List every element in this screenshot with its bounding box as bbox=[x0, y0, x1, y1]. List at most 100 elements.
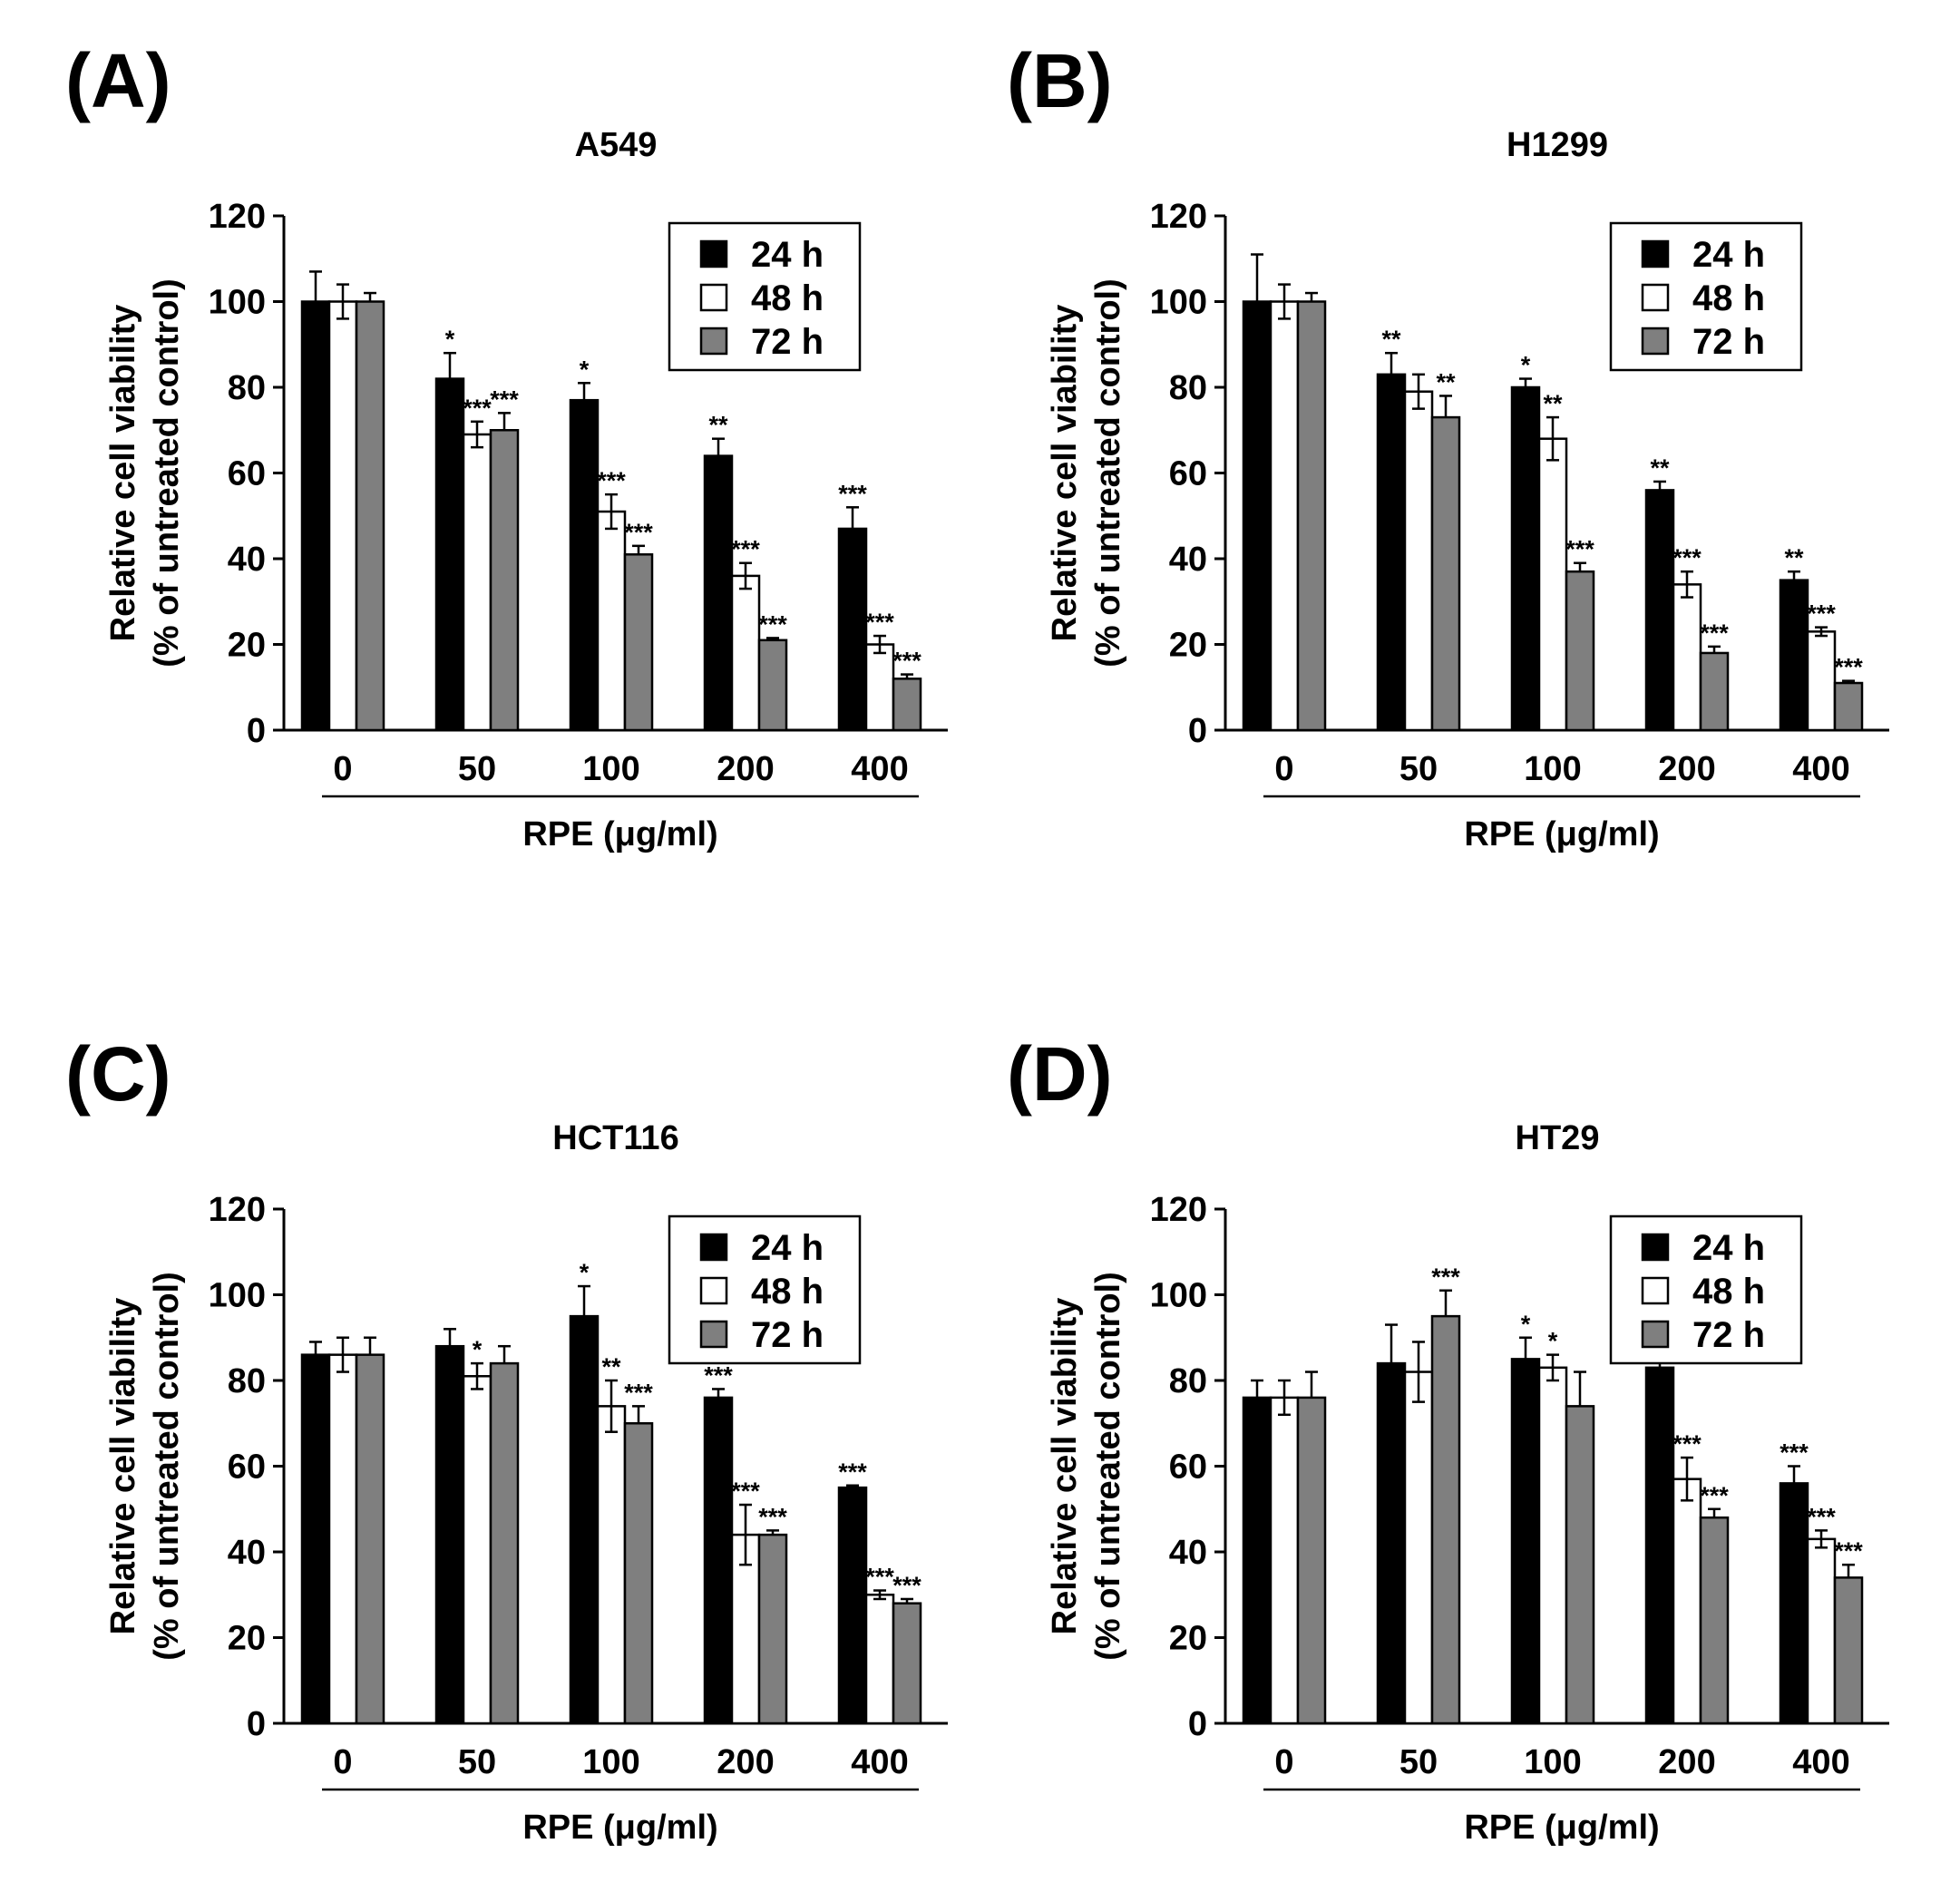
legend-label: 24 h bbox=[751, 235, 824, 275]
bar bbox=[1644, 1366, 1675, 1725]
bar bbox=[462, 1375, 492, 1725]
x-tick-label: 50 bbox=[1399, 1743, 1438, 1781]
x-tick-label: 50 bbox=[458, 1743, 496, 1781]
significance-label: * bbox=[580, 1259, 590, 1286]
y-axis-label-line1: Relative cell viability bbox=[104, 305, 142, 642]
significance-label: *** bbox=[704, 1361, 733, 1389]
significance-label: *** bbox=[624, 519, 653, 546]
y-tick-label: 120 bbox=[1150, 1191, 1207, 1229]
bar bbox=[837, 1486, 868, 1725]
significance-label: ** bbox=[1436, 368, 1456, 395]
y-tick-label: 60 bbox=[228, 1448, 266, 1487]
legend-label: 48 h bbox=[1692, 1272, 1765, 1312]
y-tick-label: 20 bbox=[228, 1620, 266, 1658]
bar bbox=[864, 643, 895, 732]
y-tick-label: 80 bbox=[228, 1362, 266, 1400]
legend-swatch bbox=[1641, 283, 1670, 312]
bar bbox=[327, 1353, 358, 1725]
bar bbox=[1430, 1314, 1461, 1725]
bar bbox=[703, 454, 734, 732]
legend-swatch bbox=[699, 1276, 728, 1305]
bar bbox=[327, 300, 358, 732]
y-tick-label: 120 bbox=[209, 198, 266, 236]
panel-letter: (C) bbox=[65, 1031, 171, 1117]
significance-label: *** bbox=[1672, 1430, 1702, 1458]
legend-label: 24 h bbox=[751, 1228, 824, 1268]
legend: 24 h48 h72 h bbox=[668, 221, 862, 372]
significance-label: * bbox=[580, 356, 590, 383]
y-tick-label: 0 bbox=[1188, 712, 1207, 750]
significance-label: *** bbox=[1672, 544, 1702, 571]
x-tick-label: 200 bbox=[1658, 750, 1715, 788]
bar bbox=[1430, 415, 1461, 732]
bar bbox=[434, 1344, 465, 1725]
y-tick-label: 60 bbox=[228, 455, 266, 493]
panel-letter: (D) bbox=[1007, 1031, 1113, 1117]
x-axis-label: RPE (μg/ml) bbox=[1464, 815, 1659, 853]
legend-label: 72 h bbox=[751, 322, 824, 362]
legend-swatch bbox=[1641, 239, 1670, 268]
chart-panel-2: (C) HCT116 0 20 40 60 80 100 120 Relative cell vi… bbox=[65, 1031, 948, 1847]
bar bbox=[837, 527, 868, 732]
significance-label: *** bbox=[731, 1478, 760, 1505]
bar bbox=[1644, 489, 1675, 732]
legend-swatch bbox=[699, 239, 728, 268]
x-tick-label: 0 bbox=[1274, 1743, 1293, 1781]
chart-title: HT29 bbox=[1516, 1119, 1600, 1157]
y-tick-label: 100 bbox=[1150, 284, 1207, 322]
x-tick-label: 400 bbox=[1792, 750, 1849, 788]
legend-label: 72 h bbox=[1692, 1315, 1765, 1355]
bar bbox=[1537, 437, 1568, 732]
significance-label: *** bbox=[892, 1572, 921, 1599]
legend-swatch bbox=[1641, 1233, 1670, 1262]
x-tick-label: 50 bbox=[458, 750, 496, 788]
significance-label: *** bbox=[1780, 1439, 1809, 1467]
x-tick-label: 100 bbox=[582, 750, 639, 788]
bar bbox=[1269, 1396, 1300, 1725]
legend: 24 h48 h72 h bbox=[1609, 221, 1803, 372]
x-tick-label: 200 bbox=[717, 750, 774, 788]
y-axis-label-line2: (% of untreated control) bbox=[148, 1272, 186, 1661]
bar bbox=[1779, 579, 1809, 732]
x-tick-label: 100 bbox=[1524, 750, 1581, 788]
chart-title: HCT116 bbox=[552, 1119, 678, 1157]
y-tick-label: 20 bbox=[1169, 627, 1207, 665]
x-tick-label: 400 bbox=[851, 1743, 908, 1781]
x-tick-label: 50 bbox=[1399, 750, 1438, 788]
chart-panel-3: (D) HT29 0 20 40 60 80 100 120 Relative cell viab… bbox=[1007, 1031, 1889, 1847]
bar bbox=[757, 639, 788, 732]
bar bbox=[757, 1533, 788, 1725]
x-tick-label: 0 bbox=[1274, 750, 1293, 788]
legend-swatch bbox=[1641, 1320, 1670, 1349]
significance-label: *** bbox=[1807, 600, 1836, 628]
significance-label: *** bbox=[1834, 1537, 1863, 1565]
legend-label: 72 h bbox=[1692, 322, 1765, 362]
bar bbox=[489, 429, 520, 732]
x-tick-label: 400 bbox=[1792, 1743, 1849, 1781]
bar bbox=[1565, 570, 1595, 732]
legend-swatch bbox=[699, 283, 728, 312]
x-tick-label: 0 bbox=[333, 1743, 352, 1781]
x-axis-label: RPE (μg/ml) bbox=[1464, 1809, 1659, 1847]
bar bbox=[1699, 651, 1730, 732]
bar bbox=[1403, 1370, 1434, 1725]
bar bbox=[1269, 300, 1300, 732]
bar bbox=[1806, 1537, 1837, 1725]
significance-label: *** bbox=[838, 480, 867, 507]
bar bbox=[703, 1396, 734, 1725]
chart-panel-1: (B) H1299 0 20 40 60 80 100 120 Relative cell via… bbox=[1007, 38, 1889, 853]
significance-label: *** bbox=[624, 1379, 653, 1406]
bar bbox=[1672, 583, 1702, 732]
significance-label: *** bbox=[865, 609, 894, 636]
bar bbox=[1833, 681, 1864, 732]
y-tick-label: 0 bbox=[1188, 1705, 1207, 1743]
bar bbox=[892, 1602, 922, 1725]
x-tick-label: 400 bbox=[851, 750, 908, 788]
y-tick-label: 100 bbox=[209, 1277, 266, 1315]
y-tick-label: 0 bbox=[247, 1705, 266, 1743]
bar bbox=[596, 1405, 627, 1725]
legend-label: 48 h bbox=[751, 278, 824, 318]
bar bbox=[355, 300, 385, 732]
x-axis-label: RPE (μg/ml) bbox=[522, 815, 717, 853]
